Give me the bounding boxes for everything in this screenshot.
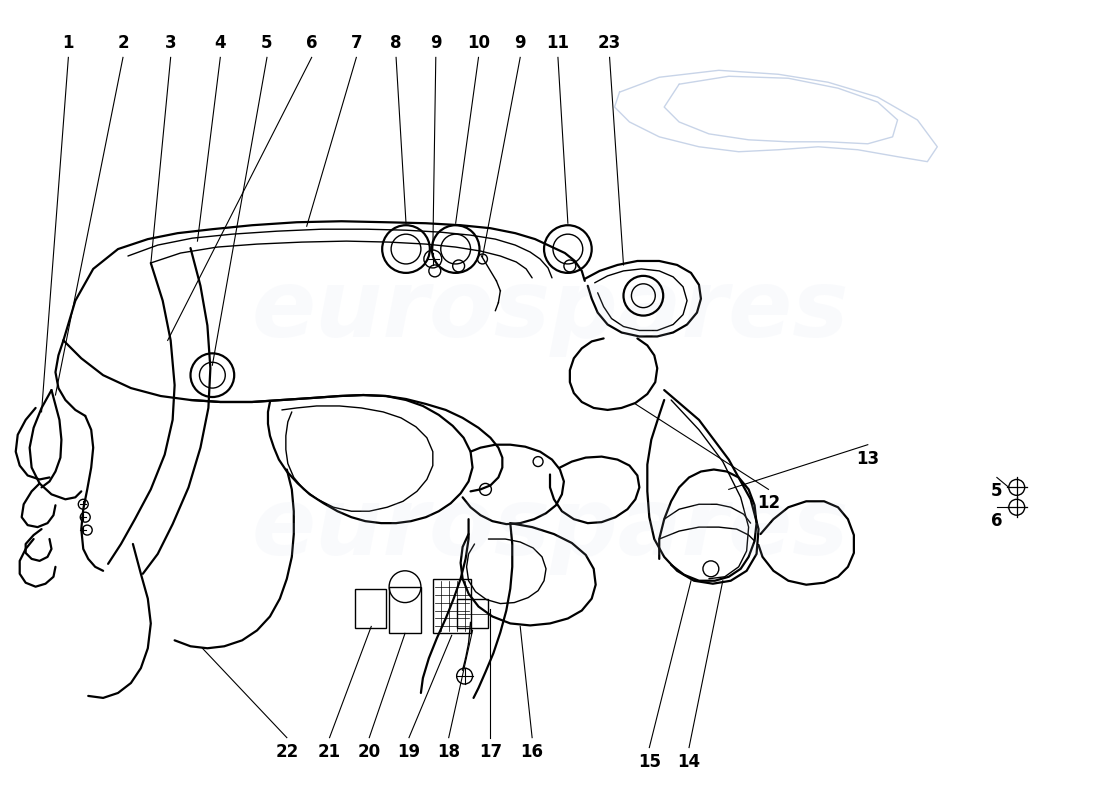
Text: 17: 17 bbox=[478, 742, 502, 761]
Text: 21: 21 bbox=[318, 742, 341, 761]
Text: 6: 6 bbox=[991, 512, 1002, 530]
Text: 10: 10 bbox=[468, 34, 490, 53]
Text: 14: 14 bbox=[678, 753, 701, 770]
Text: 18: 18 bbox=[437, 742, 460, 761]
Text: 5: 5 bbox=[261, 34, 273, 53]
Text: 9: 9 bbox=[515, 34, 526, 53]
Text: 11: 11 bbox=[547, 34, 570, 53]
Text: 20: 20 bbox=[358, 742, 381, 761]
Text: 2: 2 bbox=[118, 34, 129, 53]
Text: 15: 15 bbox=[638, 753, 661, 770]
Text: 19: 19 bbox=[397, 742, 420, 761]
Text: 12: 12 bbox=[757, 494, 780, 512]
Text: 1: 1 bbox=[63, 34, 74, 53]
Text: eurospares: eurospares bbox=[251, 265, 849, 357]
Text: 8: 8 bbox=[390, 34, 402, 53]
Text: 16: 16 bbox=[520, 742, 543, 761]
Text: 6: 6 bbox=[306, 34, 318, 53]
Text: 22: 22 bbox=[275, 742, 298, 761]
Text: 3: 3 bbox=[165, 34, 176, 53]
Text: 9: 9 bbox=[430, 34, 441, 53]
Text: 5: 5 bbox=[991, 482, 1002, 501]
Text: 7: 7 bbox=[351, 34, 362, 53]
Text: eurospares: eurospares bbox=[251, 483, 849, 575]
Text: 4: 4 bbox=[214, 34, 227, 53]
Text: 23: 23 bbox=[598, 34, 622, 53]
Text: 13: 13 bbox=[856, 450, 879, 468]
